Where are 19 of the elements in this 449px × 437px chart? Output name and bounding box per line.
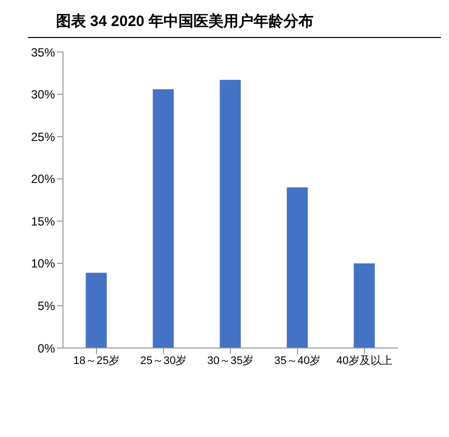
x-tick-label: 18～25岁 — [73, 354, 120, 367]
x-tick-label: 40岁及以上 — [336, 354, 393, 367]
y-tick-label: 0% — [38, 341, 56, 356]
y-tick-label: 20% — [30, 172, 56, 186]
chart-title: 图表 34 2020 年中国医美用户年龄分布 — [28, 8, 441, 38]
bar — [220, 80, 241, 348]
x-tick-label: 30～35岁 — [207, 354, 254, 367]
y-tick-label: 15% — [30, 214, 56, 228]
y-tick-label: 30% — [30, 88, 56, 102]
y-tick-label: 25% — [30, 130, 56, 144]
y-tick-label: 35% — [30, 45, 56, 60]
y-tick-label: 5% — [38, 298, 56, 313]
x-tick-label: 25～30岁 — [140, 354, 187, 367]
bar — [152, 89, 174, 348]
bar — [354, 263, 375, 348]
bar — [286, 187, 308, 348]
x-tick-label: 35～40岁 — [274, 354, 321, 367]
y-tick-label: 10% — [30, 256, 56, 271]
bar — [86, 272, 107, 348]
